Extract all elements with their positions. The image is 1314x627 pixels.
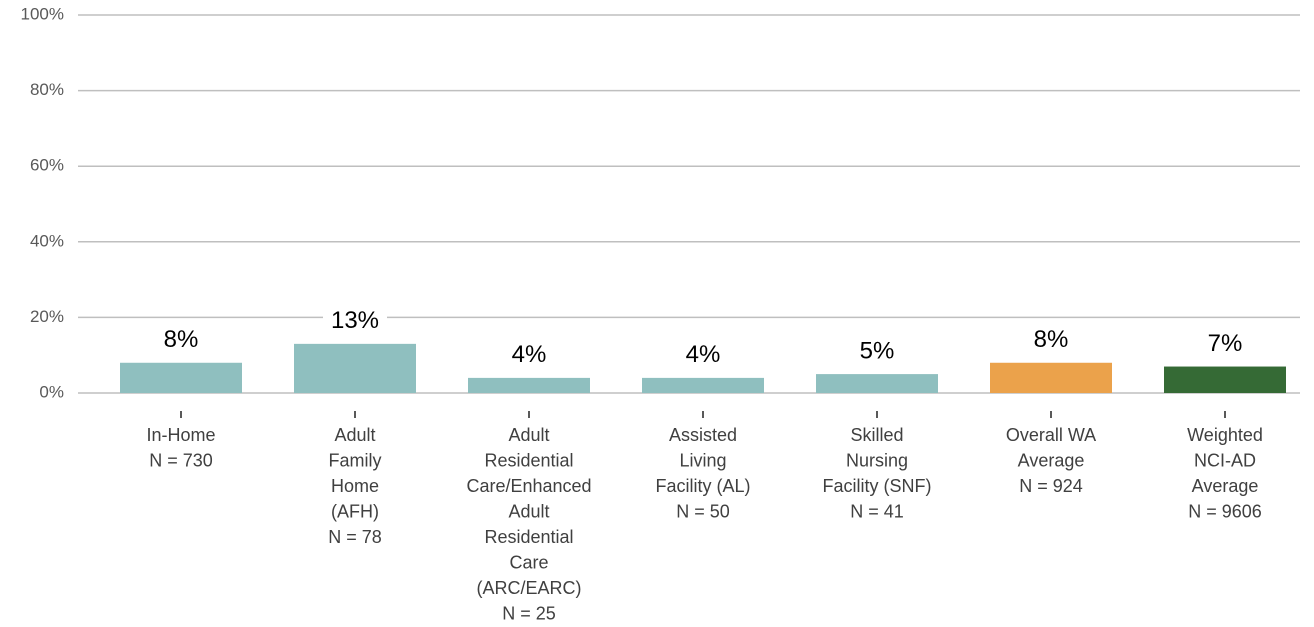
- value-label: 4%: [686, 341, 721, 368]
- bar: [816, 374, 938, 393]
- x-tick-label: (ARC/EARC): [476, 578, 581, 598]
- x-tick-label: N = 78: [328, 527, 382, 547]
- x-tick-label: Nursing: [846, 450, 908, 470]
- bar: [468, 377, 590, 393]
- value-label: 4%: [512, 341, 547, 368]
- bar: [294, 343, 416, 393]
- x-tick-label: Assisted: [669, 425, 737, 445]
- label-background: [671, 341, 735, 370]
- x-tick-label: Facility (AL): [655, 476, 750, 496]
- y-tick-label: 100%: [21, 4, 64, 23]
- label-background: [323, 307, 387, 336]
- x-tick-label: N = 9606: [1188, 501, 1262, 521]
- x-tick-label: Adult: [508, 425, 549, 445]
- x-tick-label: Overall WA: [1006, 425, 1096, 445]
- x-tick-label: N = 41: [850, 501, 904, 521]
- x-tick-label: NCI-AD: [1194, 450, 1256, 470]
- label-background: [1019, 326, 1083, 355]
- bar: [990, 362, 1112, 393]
- value-label: 13%: [331, 307, 379, 334]
- x-tick-label: Adult: [508, 501, 549, 521]
- x-tick-label: Family: [329, 450, 382, 470]
- y-tick-label: 40%: [30, 231, 64, 250]
- x-tick-label: N = 50: [676, 501, 730, 521]
- x-tick-label: In-Home: [146, 425, 215, 445]
- x-tick-label: Care/Enhanced: [466, 476, 591, 496]
- x-tick-label: Facility (SNF): [823, 476, 932, 496]
- y-tick-label: 80%: [30, 80, 64, 99]
- label-background: [1193, 330, 1257, 359]
- x-tick-label: Average: [1192, 476, 1259, 496]
- x-tick-label: Skilled: [850, 425, 903, 445]
- x-tick-label: Average: [1018, 450, 1085, 470]
- x-tick-label: Residential: [484, 450, 573, 470]
- x-tick-label: Living: [679, 450, 726, 470]
- y-tick-label: 60%: [30, 156, 64, 175]
- x-tick-label: Adult: [334, 425, 375, 445]
- x-tick-label: Weighted: [1187, 425, 1263, 445]
- y-tick-label: 20%: [30, 307, 64, 326]
- value-label: 7%: [1208, 330, 1243, 357]
- x-tick-label: Residential: [484, 527, 573, 547]
- x-tick-label: N = 730: [149, 450, 213, 470]
- label-background: [149, 326, 213, 355]
- label-background: [845, 338, 909, 367]
- bar: [642, 377, 764, 393]
- x-tick-label: N = 25: [502, 603, 556, 623]
- bar: [1164, 366, 1286, 393]
- x-tick-label: Home: [331, 476, 379, 496]
- bar: [120, 362, 242, 393]
- label-background: [497, 341, 561, 370]
- x-tick-label: (AFH): [331, 501, 379, 521]
- y-tick-label: 0%: [39, 382, 64, 401]
- x-tick-label: Care: [509, 552, 548, 572]
- value-label: 5%: [860, 337, 895, 364]
- x-tick-label: N = 924: [1019, 476, 1083, 496]
- value-label: 8%: [164, 326, 199, 353]
- value-label: 8%: [1034, 326, 1069, 353]
